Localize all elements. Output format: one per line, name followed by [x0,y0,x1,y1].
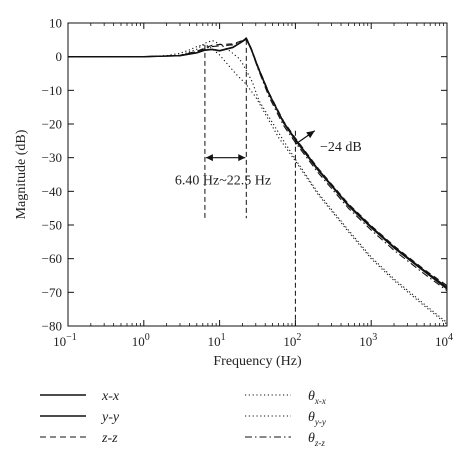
x-axis-title: Frequency (Hz) [213,354,302,369]
series-line-0 [68,37,448,288]
plot-frame [67,22,448,327]
legend-label-0: x-x [101,389,120,404]
legend-label-5: θz-z [308,431,325,448]
band-arrow-head-right [238,154,246,162]
band-arrow-head-left [205,154,213,162]
x-tick-label-3: 102 [283,332,301,349]
y-tick-label-6: −50 [42,218,62,233]
y-tick-label-9: −80 [42,319,62,334]
y-tick-label-3: −20 [42,117,62,132]
x-tick-label-1: 100 [132,332,150,349]
cutoff-arrow-head [306,130,315,139]
legend-label-3: θx-x [308,389,326,406]
x-tick-label-2: 101 [208,332,226,349]
y-tick-label-5: −40 [42,184,62,199]
series-line-2 [68,37,448,287]
y-axis-title: Magnitude (dB) [14,129,29,219]
cutoff-label: −24 dB [320,140,362,155]
band-label: 6.40 Hz~22.5 Hz [175,174,271,189]
legend-label-4: θy-y [308,410,326,427]
y-tick-label-0: 10 [49,16,62,31]
x-tick-label-0: 10−1 [53,332,77,349]
series-line-5 [68,38,448,292]
y-tick-label-4: −30 [42,150,62,165]
y-tick-label-8: −70 [42,285,62,300]
x-tick-label-5: 104 [435,332,453,349]
legend-label-1: y-y [100,410,120,425]
series-line-1 [68,38,448,290]
series-line-3 [68,44,448,325]
y-tick-label-1: 0 [56,49,63,64]
y-tick-label-2: −10 [42,83,62,98]
x-tick-label-4: 103 [359,332,377,349]
legend-label-2: z-z [101,431,118,446]
y-tick-label-7: −60 [42,251,62,266]
series-line-4 [68,39,448,324]
